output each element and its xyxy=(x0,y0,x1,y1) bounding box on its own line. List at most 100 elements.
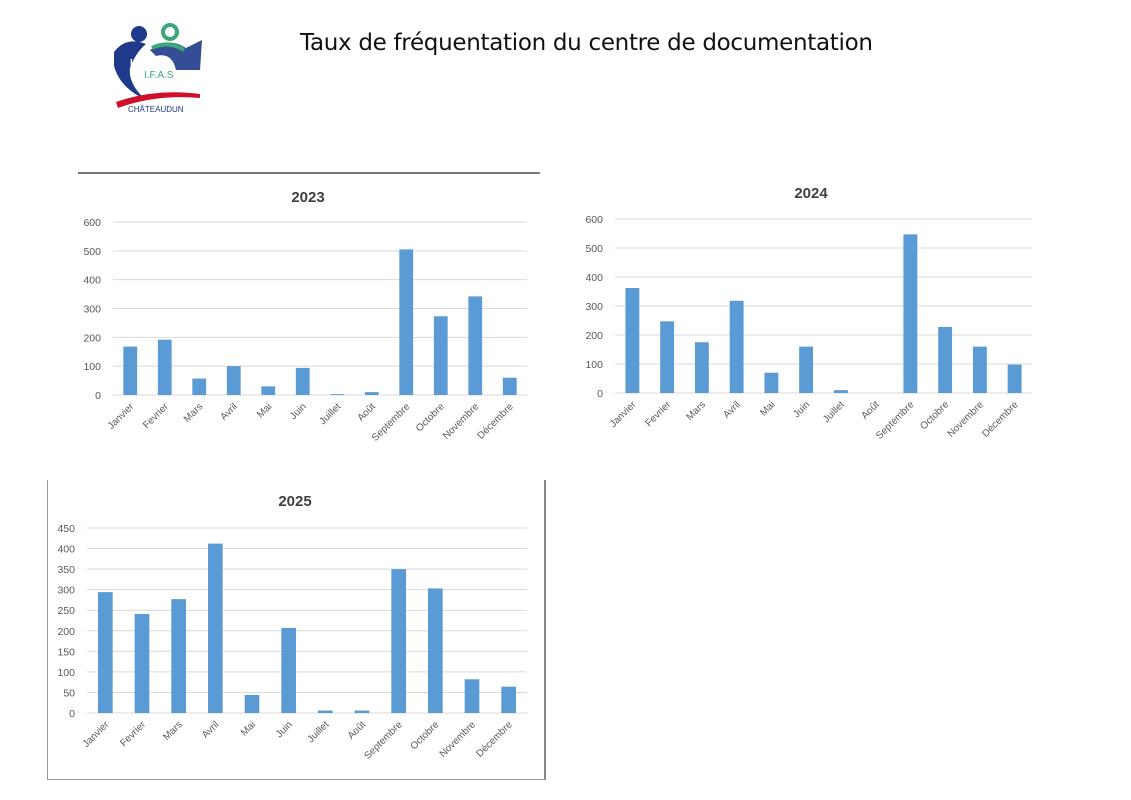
x-tick-label: Août xyxy=(859,399,881,421)
x-tick-label: Septembre xyxy=(370,401,413,444)
chart-2023-frame-line xyxy=(78,172,540,174)
bar-août xyxy=(364,392,379,395)
x-tick-label: Novembre xyxy=(441,401,482,442)
chart-2023: 2023 0 100 200 300 400 500 600 Janvier Fevrier Mar… xyxy=(83,189,527,444)
bar-septembre xyxy=(399,249,414,395)
x-tick-label: Fevrier xyxy=(141,401,171,431)
bar-juin xyxy=(281,627,296,713)
y-tick-label: 200 xyxy=(57,626,75,638)
x-tick-label: Mars xyxy=(182,401,206,425)
x-tick-label: Mars xyxy=(161,719,185,743)
bar-juin xyxy=(295,367,310,395)
x-tick-label: Août xyxy=(346,719,368,741)
svg-text:CHÂTEAUDUN: CHÂTEAUDUN xyxy=(128,105,184,114)
bar-janvier xyxy=(98,592,113,713)
y-tick-label: 600 xyxy=(585,214,603,226)
x-tick-label: Octobre xyxy=(414,401,447,434)
y-tick-label: 500 xyxy=(585,243,603,255)
bar-juillet xyxy=(318,710,333,713)
x-tick-label: Avril xyxy=(200,719,221,740)
bar-janvier xyxy=(625,288,640,393)
x-tick-label: Fevrier xyxy=(643,399,673,429)
bar-décembre xyxy=(501,686,516,713)
x-tick-label: Avril xyxy=(218,401,239,422)
bar-mai xyxy=(261,386,276,395)
y-tick-label: 100 xyxy=(83,361,101,373)
y-tick-label: 400 xyxy=(57,544,75,556)
x-tick-label: Juin xyxy=(791,399,812,420)
bar-décembre xyxy=(1007,364,1022,393)
bar-mars xyxy=(192,378,207,395)
x-tick-label: Décembre xyxy=(474,719,515,760)
y-tick-label: 100 xyxy=(585,359,603,371)
x-tick-label: Juin xyxy=(274,719,295,740)
y-tick-label: 500 xyxy=(83,246,101,258)
bar-janvier xyxy=(123,346,138,395)
bar-fevrier xyxy=(660,321,675,393)
x-tick-label: Juillet xyxy=(306,719,332,745)
x-tick-label: Septembre xyxy=(874,399,917,442)
bar-avril xyxy=(729,300,744,393)
bar-novembre xyxy=(972,346,987,393)
x-tick-label: Mai xyxy=(239,719,258,738)
bar-mai xyxy=(764,372,779,393)
chart-title: 2025 xyxy=(278,493,311,510)
bar-novembre xyxy=(468,296,483,395)
bar-fevrier xyxy=(134,613,150,713)
bar-octobre xyxy=(428,588,443,713)
y-tick-label: 300 xyxy=(83,304,101,316)
y-tick-label: 600 xyxy=(83,217,101,229)
x-tick-label: Avril xyxy=(721,399,742,420)
bar-octobre xyxy=(433,316,448,395)
bar-décembre xyxy=(502,377,517,395)
bar-avril xyxy=(208,543,223,713)
y-tick-label: 300 xyxy=(57,585,75,597)
x-tick-label: Mars xyxy=(684,399,708,423)
y-tick-label: 400 xyxy=(585,272,603,284)
y-tick-label: 0 xyxy=(95,390,101,402)
y-tick-label: 100 xyxy=(57,667,75,679)
y-tick-label: 0 xyxy=(69,708,75,720)
bar-août xyxy=(354,710,370,713)
bar-mars xyxy=(694,342,709,393)
x-tick-label: Octobre xyxy=(918,399,951,432)
x-tick-label: Janvier xyxy=(81,719,112,750)
x-tick-label: Novembre xyxy=(946,399,987,440)
x-tick-label: Décembre xyxy=(980,399,1021,440)
x-tick-label: Janvier xyxy=(608,399,639,430)
x-tick-label: Juin xyxy=(288,401,309,422)
y-tick-label: 400 xyxy=(83,275,101,287)
x-tick-label: Septembre xyxy=(362,719,405,762)
x-tick-label: Décembre xyxy=(475,401,516,442)
chart-title: 2024 xyxy=(794,185,828,202)
y-tick-label: 200 xyxy=(585,330,603,342)
bar-juin xyxy=(799,346,814,393)
page-title: Taux de fréquentation du centre de docum… xyxy=(300,30,873,56)
y-tick-label: 200 xyxy=(83,332,101,344)
bar-juillet xyxy=(833,390,848,393)
x-tick-label: Août xyxy=(356,401,378,423)
chart-2025: 2025 0 50 100 150 200 250 300 350 400 450 Janvier Fe… xyxy=(57,493,527,762)
x-tick-label: Fevrier xyxy=(118,719,148,749)
chart-title: 2023 xyxy=(291,189,324,206)
chart-2025-frame xyxy=(47,480,546,780)
x-tick-label: Mai xyxy=(758,399,777,418)
bar-avril xyxy=(226,366,241,395)
bar-septembre xyxy=(903,234,918,393)
y-tick-label: 350 xyxy=(57,564,75,576)
svg-text:I.F.S.I: I.F.S.I xyxy=(130,58,156,69)
x-tick-label: Juillet xyxy=(821,399,847,425)
y-tick-label: 450 xyxy=(57,523,75,535)
y-tick-label: 0 xyxy=(597,388,603,400)
x-tick-label: Novembre xyxy=(438,719,479,760)
bar-mars xyxy=(171,599,186,713)
bar-octobre xyxy=(938,326,953,393)
bar-mai xyxy=(244,694,260,713)
bar-septembre xyxy=(391,569,406,713)
y-tick-label: 300 xyxy=(585,301,603,313)
svg-text:I.F.A.S: I.F.A.S xyxy=(144,70,174,81)
y-tick-label: 50 xyxy=(63,687,75,699)
x-tick-label: Octobre xyxy=(409,719,442,752)
y-tick-label: 150 xyxy=(57,646,75,658)
chart-2024: 2024 0 100 200 300 400 500 600 Janvier Fevrier Mar… xyxy=(585,185,1032,442)
